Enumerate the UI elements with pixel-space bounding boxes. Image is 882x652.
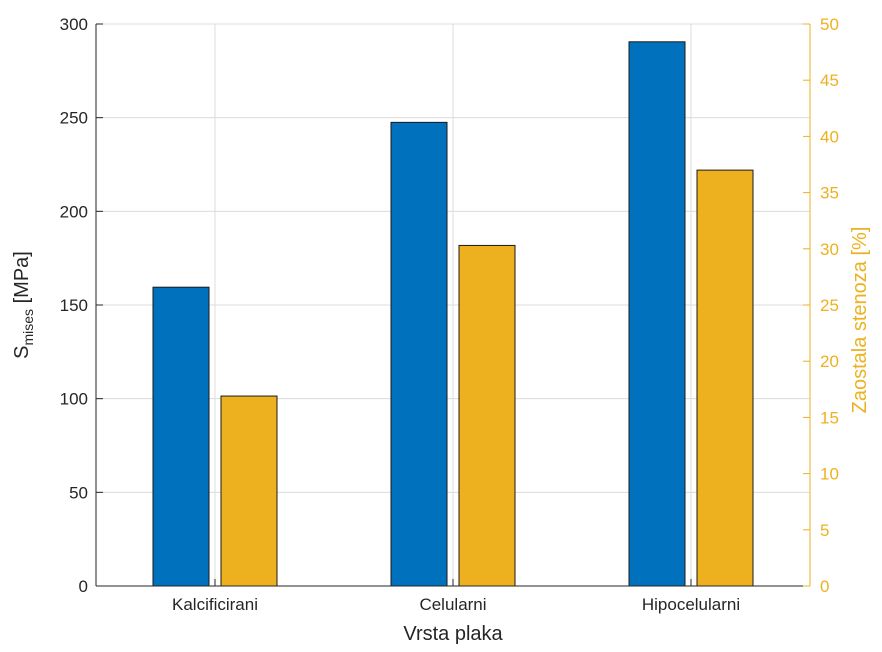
left-tick-label: 200 — [60, 202, 88, 221]
right-tick-label: 20 — [820, 352, 839, 371]
y-axis-label-main: S — [11, 346, 33, 359]
right-tick-label: 30 — [820, 240, 839, 259]
left-tick-label: 50 — [69, 483, 88, 502]
right-tick-label: 45 — [820, 71, 839, 90]
left-tick-label: 300 — [60, 15, 88, 34]
right-tick-label: 50 — [820, 15, 839, 34]
right-tick-label: 35 — [820, 184, 839, 203]
right-tick-label: 40 — [820, 127, 839, 146]
y-axis-label-sub: mises — [20, 309, 36, 346]
bar-stenosis — [458, 244, 516, 587]
bar-stress — [628, 41, 686, 587]
bar-stenosis — [220, 395, 278, 587]
bar-stress — [390, 121, 448, 587]
bar-stenosis — [696, 169, 754, 587]
y-axis-label: Smises [MPa] — [11, 251, 36, 359]
x-tick-label: Hipocelularni — [642, 595, 740, 614]
grid-lines — [96, 23, 810, 586]
bar-stress — [152, 286, 210, 587]
x-tick-label: Kalcificirani — [172, 595, 258, 614]
left-tick-label: 150 — [60, 296, 88, 315]
right-tick-label: 5 — [820, 521, 829, 540]
right-tick-label: 10 — [820, 465, 839, 484]
y2-axis-label: Zaostala stenoza [%] — [849, 227, 871, 414]
left-tick-label: 100 — [60, 390, 88, 409]
y-axis-label-unit: [MPa] — [11, 251, 33, 309]
right-tick-label: 15 — [820, 408, 839, 427]
bars — [152, 41, 754, 587]
right-tick-label: 0 — [820, 577, 829, 596]
x-tick-label: Celularni — [419, 595, 486, 614]
x-axis-label: Vrsta plaka — [403, 623, 503, 645]
left-tick-label: 0 — [79, 577, 88, 596]
left-tick-label: 250 — [60, 109, 88, 128]
right-tick-label: 25 — [820, 296, 839, 315]
